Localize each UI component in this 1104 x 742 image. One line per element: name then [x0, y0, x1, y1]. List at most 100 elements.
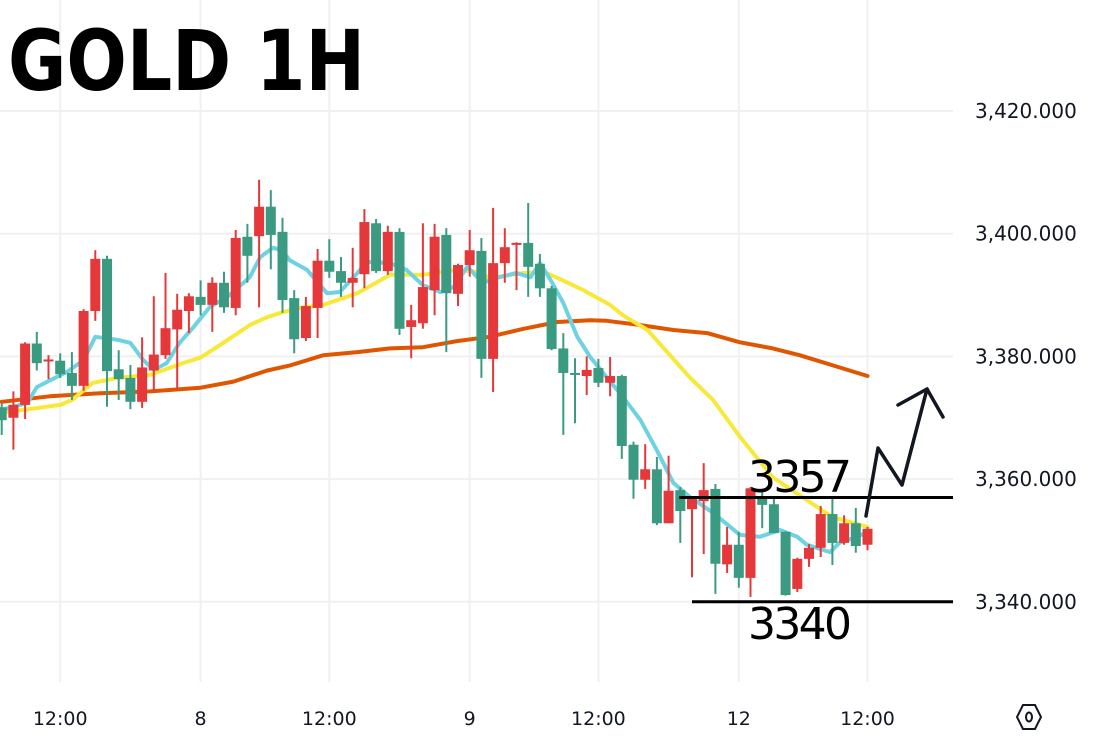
candle-body — [733, 544, 744, 578]
candle-down — [523, 203, 534, 297]
candle-down — [675, 487, 686, 543]
time-tick-label: 12 — [727, 708, 751, 730]
price-tick-label: 3,380.000 — [975, 344, 1077, 368]
candle-down — [31, 331, 42, 371]
candle-body — [722, 544, 733, 565]
candle-body — [675, 490, 686, 512]
candle-body — [745, 488, 756, 578]
candle-up — [148, 296, 159, 392]
candle-body — [148, 354, 159, 371]
candle-up — [839, 515, 850, 545]
candle-body — [312, 260, 323, 308]
candle-body — [453, 264, 463, 294]
grid — [0, 0, 953, 682]
candle-down — [324, 239, 335, 278]
candle-body — [464, 250, 475, 265]
candle-body — [219, 282, 229, 308]
candle-body — [336, 271, 346, 283]
candle-down — [780, 531, 791, 596]
candle-down — [616, 374, 627, 459]
candle-down — [336, 257, 346, 297]
candle-body — [207, 282, 218, 305]
candle-down — [55, 353, 66, 378]
candle-body — [347, 277, 358, 283]
candle-body — [768, 504, 779, 534]
candle-down — [0, 403, 7, 435]
candle-body — [43, 359, 54, 362]
candle-body — [300, 306, 311, 338]
candle-body — [815, 514, 826, 548]
candle-body — [581, 369, 592, 377]
candle-body — [640, 469, 651, 480]
candle-up — [160, 272, 171, 359]
candle-up — [499, 228, 510, 283]
candle-body — [780, 531, 791, 596]
candle-up — [359, 209, 370, 289]
price-tick-label: 3,360.000 — [975, 467, 1077, 491]
candle-body — [8, 404, 19, 418]
candle-down — [628, 441, 639, 499]
time-tick-label: 9 — [464, 708, 476, 730]
candle-body — [137, 367, 148, 402]
projection-arrow — [864, 387, 945, 518]
candle-body — [698, 490, 709, 502]
candle-body — [55, 360, 66, 375]
candle-up — [429, 223, 440, 316]
candle-body — [359, 222, 370, 275]
level-label-3340: 3340 — [748, 599, 852, 650]
candle-body — [651, 469, 662, 524]
candle-body — [160, 328, 171, 356]
candle-up — [722, 526, 733, 573]
candle-up — [698, 463, 709, 554]
time-axis[interactable]: 12:00 8 12:00 9 12:00 12 12:00 — [33, 708, 895, 730]
candle-down — [827, 496, 838, 565]
chart-title: GOLD 1H — [8, 12, 365, 110]
candle-body — [839, 523, 850, 543]
candle-up — [792, 557, 803, 592]
candle-body — [242, 236, 253, 256]
candle-up — [640, 444, 651, 489]
candle-body — [710, 488, 721, 564]
candle-up — [78, 309, 89, 391]
candle-down — [102, 255, 112, 407]
candle-up — [511, 242, 522, 291]
candle-body — [113, 369, 124, 380]
candles — [0, 179, 873, 597]
candle-up — [254, 179, 265, 308]
candle-up — [137, 337, 148, 408]
candle-body — [324, 260, 335, 272]
candle-up — [406, 304, 417, 359]
candle-down — [768, 498, 779, 534]
candle-up — [687, 496, 697, 578]
candle-up — [382, 225, 393, 275]
candle-down — [441, 228, 452, 353]
price-axis[interactable]: 3,440.0003,420.0003,400.0003,380.0003,36… — [975, 0, 1077, 614]
candle-up — [581, 356, 592, 396]
candle-down — [125, 364, 136, 410]
candle-down — [710, 484, 721, 594]
candle-up — [464, 230, 475, 277]
candle-up — [417, 223, 428, 329]
candle-up — [183, 293, 194, 334]
candle-body — [523, 242, 534, 267]
candle-body — [254, 206, 265, 237]
candle-body — [792, 558, 803, 589]
candle-up — [347, 247, 358, 308]
arrow-head-icon — [896, 387, 945, 419]
candle-up — [453, 263, 463, 307]
candle-body — [558, 348, 569, 373]
candle-body — [441, 234, 452, 294]
candle-down — [66, 352, 77, 400]
time-tick-label: 12:00 — [302, 708, 357, 730]
price-tick-label: 3,340.000 — [975, 590, 1077, 614]
medium-ma-line — [0, 267, 870, 529]
candle-body — [382, 231, 393, 272]
candle-body — [31, 343, 42, 364]
candle-down — [651, 457, 662, 526]
settings-hexagon-icon[interactable] — [1015, 704, 1043, 730]
candle-up — [20, 342, 31, 419]
candle-up — [745, 487, 756, 597]
candle-body — [429, 236, 440, 291]
candle-up — [90, 250, 101, 321]
